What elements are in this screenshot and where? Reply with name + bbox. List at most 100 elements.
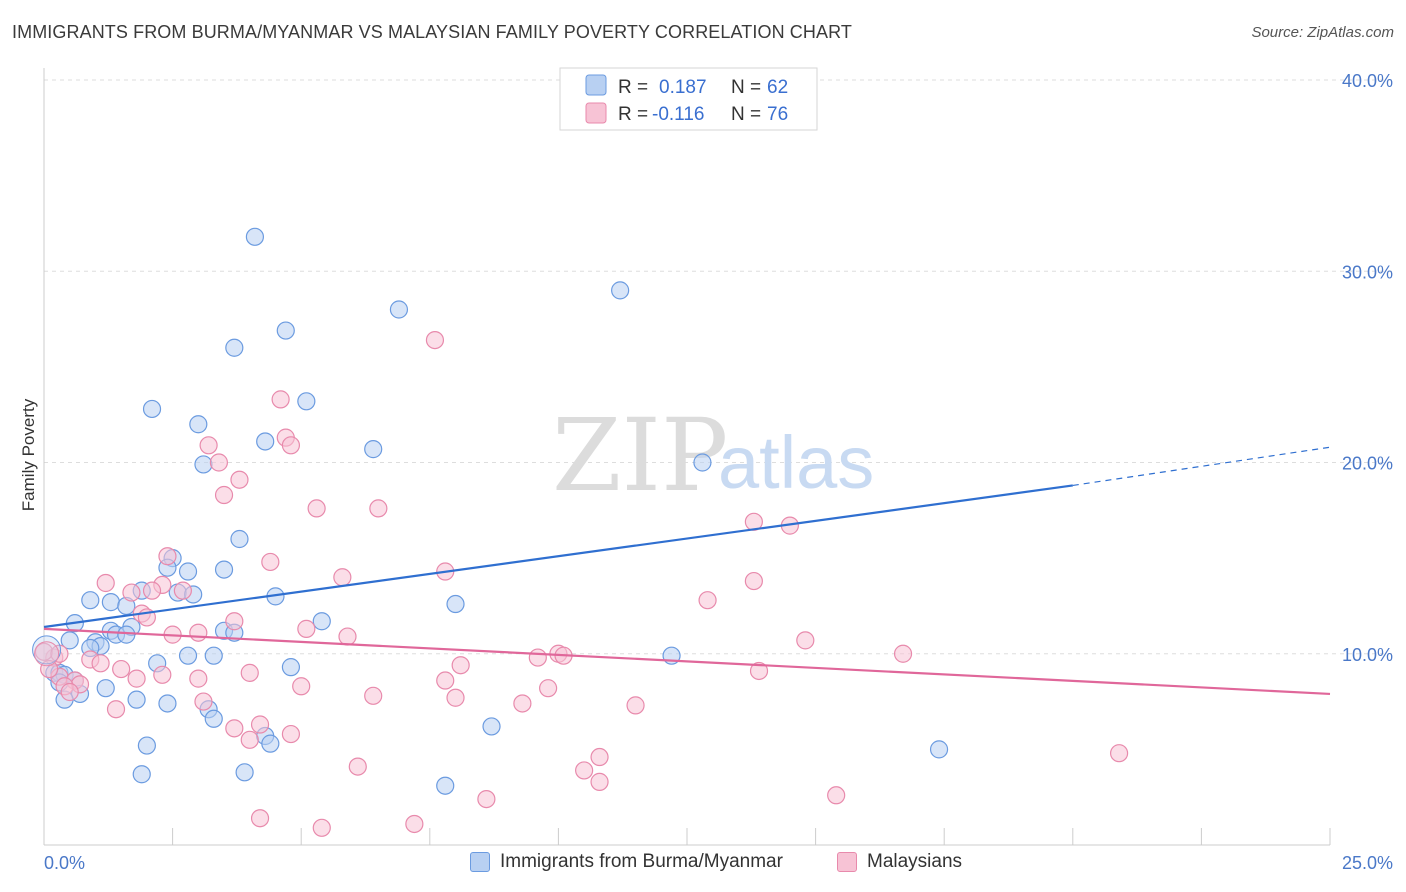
burma-point — [611, 281, 630, 300]
burma-point — [364, 440, 383, 459]
chart-title: IMMIGRANTS FROM BURMA/MYANMAR VS MALAYSI… — [12, 22, 852, 42]
malaysian-point — [60, 682, 79, 702]
malaysian-point — [626, 696, 645, 715]
burma-point — [137, 736, 156, 755]
malaysian-point — [451, 656, 470, 675]
malaysian-point — [189, 623, 208, 642]
y-tick-label-30: 30.0% — [1342, 262, 1393, 282]
burma-cluster-point — [32, 635, 62, 665]
legend-swatch-pink — [585, 102, 607, 124]
burma-point — [194, 455, 213, 474]
burma-point — [256, 432, 275, 451]
malaysian-point — [153, 665, 172, 684]
legend-swatch-malaysians — [837, 852, 857, 872]
legend-label-malaysians: Malaysians — [867, 851, 963, 872]
legend-swatch-blue — [585, 74, 607, 96]
malaysian-point — [250, 715, 270, 734]
malaysian-cluster-point — [34, 641, 60, 667]
malaysian-point — [199, 436, 218, 455]
malaysian-point — [271, 390, 290, 409]
malaysian-point — [893, 644, 913, 663]
malaysian-point — [158, 547, 177, 566]
burma-point — [127, 690, 146, 709]
malaysian-point — [127, 669, 146, 688]
malaysian-trend-line — [43, 627, 1331, 696]
source-credit: Source: ZipAtlas.com — [1251, 24, 1394, 41]
malaysian-point — [96, 573, 115, 593]
burma-point — [204, 646, 223, 665]
legend-r-value-2: -0.116 — [652, 104, 704, 125]
malaysian-point — [40, 659, 59, 679]
legend-item-burma: Immigrants from Burma/Myanmar — [470, 851, 783, 873]
burma-trend-line — [43, 484, 1073, 629]
malaysian-point — [194, 692, 213, 711]
malaysian-point — [749, 661, 769, 681]
legend-r-value-1: 0.187 — [659, 77, 707, 98]
malaysian-point — [590, 747, 609, 767]
legend-item-malaysians: Malaysians — [837, 851, 962, 873]
y-tick-label-20: 20.0% — [1342, 454, 1393, 474]
malaysian-point — [590, 772, 609, 791]
malaysian-point — [575, 761, 594, 780]
x-tick-label-min: 0.0% — [44, 853, 85, 873]
burma-point — [245, 227, 265, 246]
burma-point — [178, 562, 198, 581]
burma-point — [230, 529, 249, 549]
malaysian-point — [292, 677, 311, 696]
legend-n-label-1: N = — [731, 77, 761, 98]
malaysian-point — [225, 612, 244, 631]
malaysian-point — [261, 552, 280, 572]
malaysian-point — [122, 583, 141, 602]
burma-point — [101, 593, 120, 612]
burma-point — [178, 646, 198, 665]
malaysian-point — [250, 809, 270, 828]
malaysian-point — [91, 654, 110, 673]
burma-point — [96, 679, 115, 698]
legend-n-value-1: 62 — [767, 77, 788, 98]
burma-point — [142, 399, 162, 419]
burma-point — [189, 415, 208, 434]
burma-point — [225, 338, 244, 357]
malaysian-point — [513, 694, 532, 713]
malaysian-point — [281, 436, 301, 455]
malaysian-point — [333, 568, 352, 587]
malaysian-point — [405, 814, 424, 834]
malaysian-point — [240, 663, 259, 682]
burma-trend-extension — [1072, 446, 1331, 487]
burma-point — [117, 625, 136, 644]
malaysian-point — [106, 700, 126, 719]
malaysian-point — [744, 571, 763, 591]
y-axis-title: Family Poverty — [19, 398, 38, 511]
malaysian-point — [477, 789, 496, 809]
burma-point — [281, 658, 301, 677]
malaysian-point — [189, 669, 208, 688]
malaysian-point — [528, 648, 547, 667]
burma-point — [158, 694, 177, 713]
malaysian-point — [364, 686, 383, 705]
malaysian-point — [142, 581, 162, 600]
malaysian-point — [225, 719, 244, 738]
malaysian-point — [230, 470, 249, 489]
malaysian-point — [796, 631, 815, 650]
burma-point — [436, 776, 455, 795]
x-tick-label-max: 25.0% — [1342, 853, 1393, 873]
burma-point — [261, 734, 280, 753]
malaysian-point — [827, 786, 846, 805]
malaysian-point — [1109, 744, 1129, 763]
malaysian-point — [312, 818, 331, 837]
trend-lines — [43, 446, 1331, 696]
axes — [43, 68, 1331, 846]
burma-point — [693, 453, 712, 472]
malaysian-point — [425, 331, 445, 350]
y-tick-label-40: 40.0% — [1342, 71, 1393, 91]
malaysian-point — [297, 619, 316, 638]
bottom-legend: Immigrants from Burma/Myanmar Malaysians — [0, 851, 1406, 877]
malaysian-point — [209, 453, 228, 472]
burma-point — [235, 763, 254, 782]
malaysian-point — [307, 499, 326, 518]
malaysian-point — [698, 591, 717, 610]
malaysian-point — [338, 627, 357, 646]
malaysian-point — [446, 688, 465, 707]
burma-point — [60, 631, 79, 650]
